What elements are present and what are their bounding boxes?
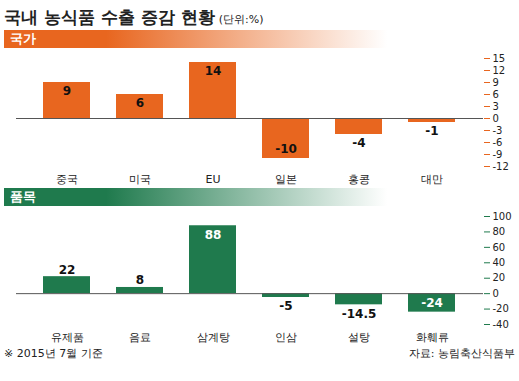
svg-text:22: 22 bbox=[59, 263, 76, 277]
svg-text:미국: 미국 bbox=[129, 173, 151, 186]
svg-text:20: 20 bbox=[493, 272, 506, 283]
svg-text:100: 100 bbox=[493, 211, 512, 222]
svg-text:인삼: 인삼 bbox=[275, 331, 297, 344]
svg-text:15: 15 bbox=[493, 53, 506, 64]
svg-text:88: 88 bbox=[205, 228, 222, 242]
svg-text:-10: -10 bbox=[275, 142, 297, 156]
svg-text:음료: 음료 bbox=[129, 331, 151, 344]
svg-text:60: 60 bbox=[493, 242, 506, 253]
svg-text:14: 14 bbox=[205, 64, 222, 78]
svg-text:9: 9 bbox=[63, 84, 71, 98]
svg-text:8: 8 bbox=[136, 273, 144, 287]
svg-text:-5: -5 bbox=[279, 299, 292, 313]
svg-text:-1: -1 bbox=[425, 124, 438, 138]
html-text:국가: 국가 bbox=[10, 31, 36, 46]
svg-text:80: 80 bbox=[493, 226, 506, 237]
svg-text:-12: -12 bbox=[493, 161, 509, 172]
svg-text:12: 12 bbox=[493, 65, 506, 76]
html-text:품목: 품목 bbox=[10, 189, 36, 204]
svg-text:0: 0 bbox=[493, 288, 499, 299]
svg-text:6: 6 bbox=[493, 89, 499, 100]
svg-text:중국: 중국 bbox=[56, 173, 78, 186]
svg-text:40: 40 bbox=[493, 257, 506, 268]
svg-text:삼계탕: 삼계탕 bbox=[197, 331, 230, 344]
svg-text:-40: -40 bbox=[493, 319, 509, 330]
svg-text:홍콩: 홍콩 bbox=[348, 173, 370, 186]
svg-text:유제품: 유제품 bbox=[51, 331, 84, 344]
svg-text:설탕: 설탕 bbox=[348, 331, 370, 344]
svg-text:0: 0 bbox=[493, 113, 499, 124]
svg-text:화훼류: 화훼류 bbox=[416, 331, 449, 344]
svg-text:-4: -4 bbox=[352, 136, 365, 150]
svg-text:대만: 대만 bbox=[421, 173, 443, 186]
html-text:국내 농식품 수출 증감 현황 (단위:%): 국내 농식품 수출 증감 현황 (단위:%) bbox=[4, 7, 264, 27]
svg-text:-9: -9 bbox=[493, 149, 503, 160]
html-text:※ 2015년 7월 기준: ※ 2015년 7월 기준 bbox=[4, 347, 103, 360]
svg-text:3: 3 bbox=[493, 101, 499, 112]
svg-text:-6: -6 bbox=[493, 137, 503, 148]
svg-text:6: 6 bbox=[136, 96, 144, 110]
svg-text:EU: EU bbox=[205, 173, 220, 186]
svg-text:-24: -24 bbox=[421, 296, 443, 310]
svg-text:-20: -20 bbox=[493, 303, 509, 314]
svg-text:일본: 일본 bbox=[275, 173, 297, 186]
svg-text:-14.5: -14.5 bbox=[342, 307, 377, 321]
html-text:자료: 농림축산식품부: 자료: 농림축산식품부 bbox=[408, 347, 515, 360]
svg-text:-3: -3 bbox=[493, 125, 503, 136]
svg-text:9: 9 bbox=[493, 77, 499, 88]
